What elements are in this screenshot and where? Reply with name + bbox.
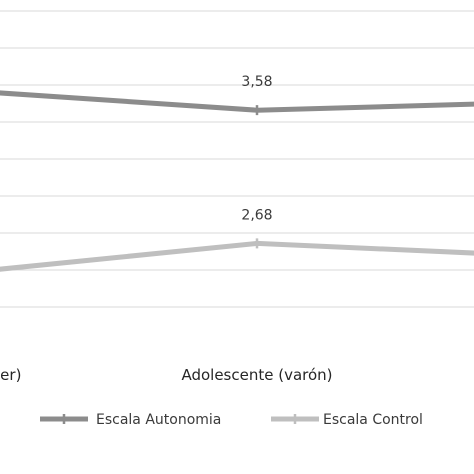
legend: Escala Autonomia Escala Control [40, 412, 423, 428]
legend-label-1: Escala Control [323, 412, 423, 428]
legend-marker-1 [290, 414, 300, 424]
legend-marker-0 [59, 414, 69, 424]
series-1-point-1 [252, 238, 262, 249]
series-layer [0, 90, 474, 272]
series-1-label-1: 2,68 [241, 207, 272, 223]
x-tick-label-1: Adolescente (varón) [181, 366, 332, 384]
series-line-0 [0, 90, 474, 113]
gridlines [0, 10, 474, 308]
series-line-1 [0, 240, 474, 272]
x-tick-label-0: jer) [0, 366, 21, 384]
series-0-label-1: 3,58 [241, 74, 272, 90]
data-labels: 3,58 2,68 [241, 74, 272, 223]
x-axis-tick-labels: jer) Adolescente (varón) [0, 366, 333, 384]
legend-label-0: Escala Autonomia [96, 412, 221, 428]
series-0-point-1 [252, 105, 262, 116]
